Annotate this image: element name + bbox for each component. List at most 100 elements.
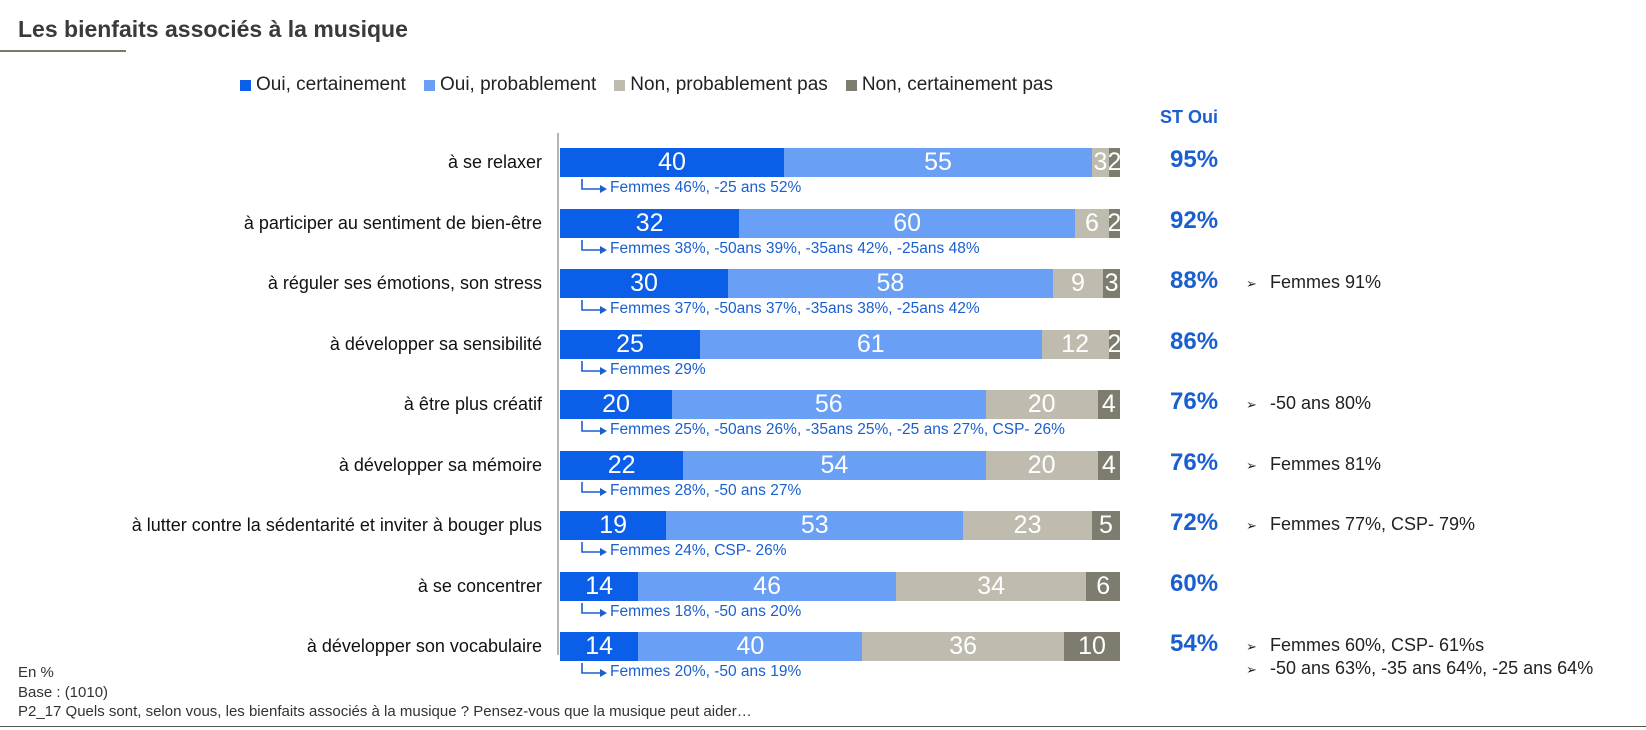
bar-value-label: 9 xyxy=(1071,269,1085,297)
legend-item-non-probablement-pas: Non, probablement pas xyxy=(614,74,828,96)
elbow-arrow-icon xyxy=(581,603,607,617)
bar-value-label: 3 xyxy=(1093,148,1108,176)
bar-segment: 4 xyxy=(1097,390,1120,419)
bar-segment: 36 xyxy=(862,632,1064,661)
subgroup-note: Femmes 18%, -50 ans 20% xyxy=(610,603,802,620)
legend-swatch-non-certainement-pas xyxy=(845,79,857,91)
category-label: à lutter contre la sédentarité et invite… xyxy=(131,515,542,535)
bar-segment: 2 xyxy=(1108,330,1120,359)
side-note-text: Femmes 77%, CSP- 79% xyxy=(1270,514,1476,534)
bar-value-label: 23 xyxy=(1013,511,1042,539)
side-note-text: -50 ans 80% xyxy=(1270,393,1372,413)
bar-segment: 6 xyxy=(1086,572,1120,601)
category-label: à se concentrer xyxy=(417,576,542,596)
side-note: ➢ Femmes 91% xyxy=(1246,272,1381,293)
legend-item-oui-certainement: Oui, certainement xyxy=(240,74,406,96)
bar-value-label: 2 xyxy=(1108,330,1120,358)
bar-segment: 20 xyxy=(560,390,672,419)
stacked-bar: 25 61 12 2 xyxy=(560,330,1120,359)
side-note-text: Femmes 60%, CSP- 61%s xyxy=(1270,635,1485,655)
bar-segment: 40 xyxy=(638,632,863,661)
side-note: ➢ Femmes 60%, CSP- 61%s xyxy=(1246,635,1484,656)
bar-segment: 34 xyxy=(895,572,1087,601)
side-note: ➢ Femmes 77%, CSP- 79% xyxy=(1246,514,1475,535)
bar-value-label: 40 xyxy=(736,632,765,660)
page-title: Les bienfaits associés à la musique xyxy=(18,16,408,42)
bar-segment: 14 xyxy=(560,632,639,661)
bar-segment: 6 xyxy=(1075,209,1109,238)
st-oui-value: 88% xyxy=(1170,267,1219,294)
subgroup-note: Femmes 28%, -50 ans 27% xyxy=(610,482,802,499)
bar-value-label: 3 xyxy=(1104,269,1119,297)
bar-value-label: 14 xyxy=(585,572,614,600)
arrow-bullet-icon: ➢ xyxy=(1246,662,1257,677)
bar-segment: 46 xyxy=(638,572,896,601)
bar-value-label: 20 xyxy=(1027,451,1056,479)
side-note-text: -50 ans 63%, -35 ans 64%, -25 ans 64% xyxy=(1270,658,1594,678)
bar-segment: 23 xyxy=(963,511,1092,540)
stacked-bar: 19 53 23 5 xyxy=(560,511,1120,540)
stacked-bar: 14 46 34 6 xyxy=(560,572,1120,601)
arrow-bullet-icon: ➢ xyxy=(1246,276,1257,291)
bar-value-label: 4 xyxy=(1101,451,1116,479)
bar-segment: 25 xyxy=(560,330,700,359)
bar-value-label: 36 xyxy=(949,632,978,660)
bar-segment: 2 xyxy=(1108,209,1120,238)
st-oui-value: 54% xyxy=(1170,630,1219,657)
bar-segment: 60 xyxy=(739,209,1076,238)
bar-value-label: 20 xyxy=(602,390,630,418)
bar-segment: 55 xyxy=(784,148,1092,177)
st-oui-value: 92% xyxy=(1170,207,1219,234)
bar-value-label: 55 xyxy=(924,148,952,176)
bar-value-label: 54 xyxy=(820,451,849,479)
subgroup-note: Femmes 29% xyxy=(610,361,706,378)
bar-segment: 20 xyxy=(985,390,1098,419)
arrow-bullet-icon: ➢ xyxy=(1246,518,1257,533)
elbow-arrow-icon xyxy=(581,663,607,677)
bar-segment: 3 xyxy=(1092,148,1109,177)
bar-segment: 58 xyxy=(728,269,1053,298)
arrow-bullet-icon: ➢ xyxy=(1246,639,1257,654)
arrow-bullet-icon: ➢ xyxy=(1246,397,1257,412)
bar-segment: 32 xyxy=(560,209,740,238)
bar-value-label: 4 xyxy=(1101,390,1116,418)
st-oui-value: 76% xyxy=(1170,388,1219,415)
bar-segment: 30 xyxy=(560,269,728,298)
side-note-text: Femmes 81% xyxy=(1270,454,1382,474)
stacked-bar: 14 40 36 10 xyxy=(560,632,1120,661)
bar-value-label: 40 xyxy=(658,148,686,176)
category-label: à se relaxer xyxy=(447,152,542,172)
stacked-bar: 40 55 3 2 xyxy=(560,148,1120,177)
category-label: à développer sa sensibilité xyxy=(329,334,542,354)
arrow-bullet-icon: ➢ xyxy=(1246,458,1257,473)
bar-value-label: 6 xyxy=(1085,209,1099,237)
elbow-arrow-icon xyxy=(581,421,607,435)
legend-swatch-oui-certainement xyxy=(240,79,251,91)
bar-segment: 10 xyxy=(1063,632,1120,661)
stacked-bar: 22 54 20 4 xyxy=(560,451,1120,480)
side-note: ➢ Femmes 81% xyxy=(1246,454,1381,475)
bar-segment: 22 xyxy=(560,451,684,480)
bar-segment: 2 xyxy=(1108,148,1120,177)
bar-value-label: 53 xyxy=(800,511,829,539)
bar-value-label: 2 xyxy=(1108,148,1120,176)
side-note: ➢ -50 ans 63%, -35 ans 64%, -25 ans 64% xyxy=(1246,658,1593,679)
stacked-bar: 32 60 6 2 xyxy=(560,209,1120,238)
elbow-arrow-icon xyxy=(581,542,607,556)
bar-segment: 61 xyxy=(700,330,1042,359)
bar-value-label: 10 xyxy=(1078,632,1106,660)
chart-legend: Oui, certainement Oui, probablement Non,… xyxy=(240,74,1053,96)
bar-segment: 53 xyxy=(666,511,964,540)
bar-segment: 56 xyxy=(672,390,986,419)
bar-value-label: 14 xyxy=(585,632,614,660)
bar-value-label: 58 xyxy=(876,269,905,297)
category-label: à développer sa mémoire xyxy=(338,455,542,475)
title-underline xyxy=(0,50,126,52)
legend-label-non-certainement-pas: Non, certainement pas xyxy=(861,74,1053,95)
bar-segment: 12 xyxy=(1041,330,1109,359)
side-note: ➢ -50 ans 80% xyxy=(1246,393,1371,414)
subgroup-note: Femmes 24%, CSP- 26% xyxy=(610,542,787,559)
bar-value-label: 6 xyxy=(1096,572,1111,600)
st-oui-value: 86% xyxy=(1170,328,1219,355)
stacked-bar: 30 58 9 3 xyxy=(560,269,1120,298)
